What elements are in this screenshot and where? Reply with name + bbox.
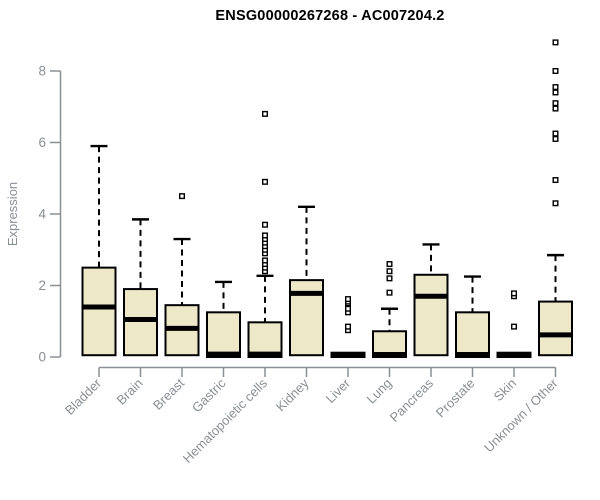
outlier-point [552,135,559,142]
outlier-point [511,323,518,330]
outlier-point [386,268,393,275]
box-pancreas [413,243,449,357]
outlier-point [552,89,559,96]
outlier-point [262,178,269,185]
box-unknown-other [538,39,573,357]
box-lung [372,261,407,359]
outlier-point [262,232,269,239]
y-tick-label: 8 [38,64,46,79]
iqr-box [206,311,241,358]
y-axis-title: Expression [5,182,20,246]
outlier-point [552,100,559,107]
outlier-point [552,39,559,46]
iqr-box [413,273,449,357]
outlier-point [345,323,352,330]
outlier-point [345,305,352,312]
x-tick-label-skin: Skin [491,376,519,404]
outlier-point [386,275,393,282]
iqr-box [123,288,158,357]
iqr-box [81,266,117,357]
box-brain [123,218,158,357]
outlier-point [262,257,269,264]
outlier-point [262,110,269,117]
outlier-point [552,130,559,137]
box-prostate [455,275,490,358]
x-tick-label-prostate: Prostate [433,376,478,421]
x-tick-label-bladder: Bladder [62,375,105,418]
box-liver [330,296,366,358]
y-tick-label: 2 [38,278,46,293]
box-breast [164,193,200,357]
y-tick-label: 4 [38,207,46,222]
outlier-point [178,193,185,200]
x-tick-label-liver: Liver [323,375,354,406]
outlier-point [386,261,393,268]
x-tick-label-brain: Brain [114,376,146,408]
outlier-point [511,290,518,297]
x-tick-label-unknown-other: Unknown / Other [481,375,561,455]
y-tick-label: 6 [38,135,46,150]
x-tick-label-breast: Breast [150,375,187,412]
outlier-point [552,67,559,74]
box-gastric [206,280,241,358]
box-bladder [81,144,117,357]
x-tick-label-kidney: Kidney [273,375,312,414]
iqr-box [455,311,490,358]
box-kidney [289,205,324,357]
iqr-box [538,300,573,357]
outlier-point [552,84,559,91]
x-tick-label-pancreas: Pancreas [387,375,437,425]
chart-title: ENSG00000267268 - AC007204.2 [215,8,445,24]
box-hematopoietic-cells [247,110,283,359]
iqr-box [247,321,283,359]
x-tick-label-lung: Lung [364,376,395,407]
outlier-point [552,200,559,207]
outlier-point [552,105,559,112]
y-tick-label: 0 [38,350,46,365]
y-axis: 0 2 4 6 8 Expression [5,64,62,365]
outlier-point [262,221,269,228]
box-skin [496,290,532,358]
x-tick-label-gastric: Gastric [189,375,229,415]
outlier-point [345,296,352,303]
outlier-point [386,289,393,296]
outlier-point [552,177,559,184]
